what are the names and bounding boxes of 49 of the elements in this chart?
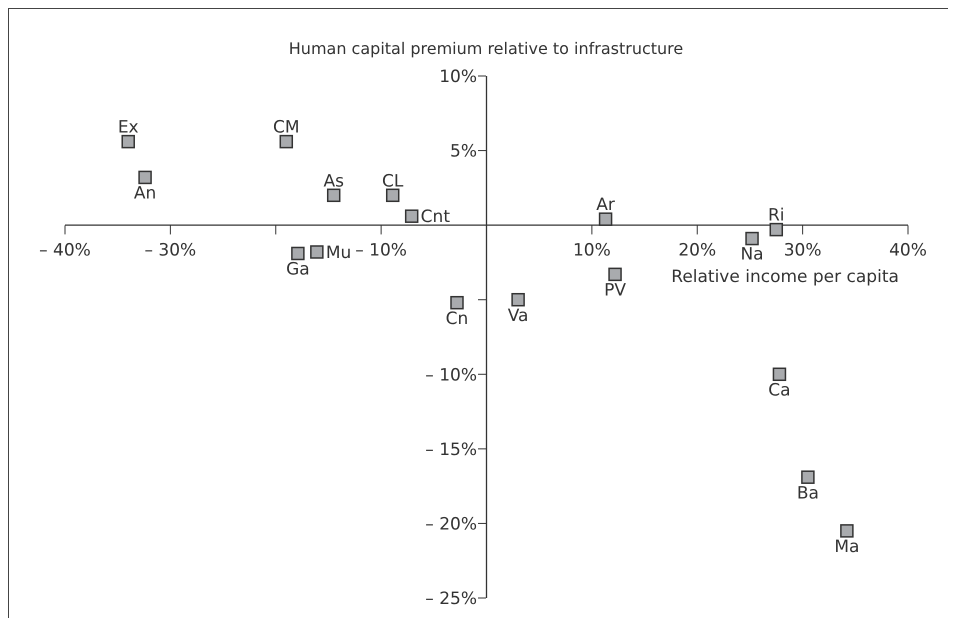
annotation: Ar [596,195,615,216]
annotation: CM [273,118,300,138]
annotation: Ca [768,380,791,400]
point [310,245,324,259]
annotation: Ri [768,206,785,226]
y-tick-label: 10% [439,67,477,87]
x-axis-title: Relative income per capita [671,266,899,287]
point [291,246,305,260]
y-tick-label: – 15% [425,440,477,460]
annotation: Mu [326,243,352,264]
annotation: An [134,183,156,204]
point [280,134,294,148]
point [404,209,418,223]
point [772,368,786,382]
annotation: Cn [446,308,468,329]
point [745,232,759,246]
point [608,268,622,282]
x-tick-label: – 40% [39,240,91,260]
annotation: Cnt [420,207,450,228]
point [386,188,400,202]
annotation: Ba [796,483,819,504]
y-tick-label: – 20% [425,514,477,534]
annotation: As [323,171,344,192]
point [511,292,525,306]
annotation: Na [740,244,764,265]
y-tick-label: 5% [450,142,477,162]
point [801,470,815,484]
annotation: PV [604,280,626,300]
point [598,212,612,226]
annotation: Va [508,306,528,326]
annotation: Ma [834,536,860,557]
y-tick-label: – 25% [425,589,477,609]
point [121,134,135,148]
point [770,222,784,236]
point [326,188,340,202]
y-axis-title: Human capital premium relative to infrastructure [288,39,684,58]
point [840,524,854,538]
x-tick-label: 40% [889,240,927,260]
x-tick-label: 30% [784,240,822,260]
annotation: CL [382,171,404,192]
point [450,296,464,310]
y-tick-label: – 10% [425,365,477,386]
x-tick-label: 10% [572,240,611,260]
annotation: Ga [286,260,310,280]
annotation: Ex [118,118,139,138]
point [138,170,152,184]
x-tick-label: – 30% [144,240,196,260]
x-tick-label: 20% [678,240,716,260]
x-tick-label: – 10% [355,240,407,260]
